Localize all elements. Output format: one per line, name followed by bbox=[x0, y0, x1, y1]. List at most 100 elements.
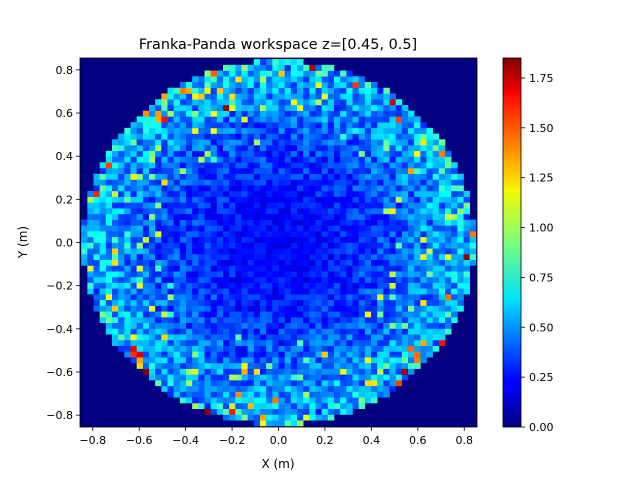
heatmap-cell bbox=[352, 402, 359, 410]
heatmap-cell bbox=[186, 231, 193, 238]
heatmap-cell bbox=[290, 380, 298, 387]
heatmap-cell bbox=[377, 213, 384, 220]
heatmap-cell bbox=[364, 208, 372, 215]
heatmap-cell bbox=[278, 150, 285, 157]
heatmap-cell bbox=[309, 202, 316, 209]
heatmap-cell bbox=[426, 167, 433, 175]
heatmap-cell bbox=[340, 110, 347, 117]
heatmap-cell bbox=[247, 265, 255, 272]
heatmap-cell bbox=[124, 311, 131, 318]
heatmap-cell bbox=[155, 339, 162, 346]
heatmap-cell bbox=[358, 380, 366, 387]
heatmap-cell bbox=[438, 225, 446, 232]
heatmap-cell bbox=[346, 150, 353, 157]
heatmap-cell bbox=[352, 208, 359, 215]
heatmap-cell bbox=[241, 99, 248, 106]
heatmap-cell bbox=[253, 294, 261, 301]
heatmap-cell bbox=[216, 317, 224, 324]
heatmap-cell bbox=[340, 70, 347, 77]
heatmap-cell bbox=[303, 82, 310, 89]
heatmap-cell bbox=[438, 185, 446, 192]
heatmap-cell bbox=[278, 311, 285, 318]
heatmap-cell bbox=[297, 282, 304, 289]
heatmap-cell bbox=[167, 167, 174, 175]
heatmap-cell bbox=[352, 311, 359, 318]
heatmap-cell bbox=[87, 190, 94, 197]
heatmap-cell bbox=[161, 362, 168, 369]
heatmap-cell bbox=[198, 150, 205, 157]
heatmap-cell bbox=[352, 317, 359, 324]
heatmap-cell bbox=[142, 145, 150, 152]
heatmap-cell bbox=[124, 294, 131, 301]
heatmap-cell bbox=[451, 219, 458, 226]
heatmap-cell bbox=[253, 208, 261, 215]
heatmap-cell bbox=[383, 322, 390, 329]
heatmap-cell bbox=[364, 231, 372, 238]
heatmap-cell bbox=[247, 402, 255, 410]
heatmap-cell bbox=[426, 248, 433, 255]
heatmap-cell bbox=[112, 242, 119, 249]
heatmap-cell bbox=[130, 167, 137, 175]
heatmap-cell bbox=[235, 76, 242, 83]
heatmap-cell bbox=[149, 259, 156, 266]
heatmap-cell bbox=[266, 259, 273, 266]
heatmap-cell bbox=[278, 282, 285, 289]
heatmap-cell bbox=[216, 311, 224, 318]
heatmap-cell bbox=[216, 242, 224, 249]
heatmap-cell bbox=[210, 368, 218, 375]
heatmap-cell bbox=[216, 408, 224, 415]
heatmap-cell bbox=[229, 385, 236, 392]
heatmap-cell bbox=[266, 248, 273, 255]
heatmap-cell bbox=[290, 248, 298, 255]
heatmap-cell bbox=[432, 299, 440, 306]
heatmap-cell bbox=[253, 311, 261, 318]
heatmap-cell bbox=[284, 156, 292, 163]
heatmap-cell bbox=[105, 173, 113, 180]
heatmap-cell bbox=[426, 259, 433, 266]
heatmap-cell bbox=[346, 82, 353, 89]
heatmap-cell bbox=[352, 242, 359, 249]
heatmap-cell bbox=[420, 345, 427, 352]
heatmap-cell bbox=[186, 99, 193, 106]
heatmap-cell bbox=[309, 380, 316, 387]
heatmap-cell bbox=[186, 288, 193, 295]
heatmap-cell bbox=[253, 368, 261, 375]
heatmap-cell bbox=[401, 150, 409, 157]
heatmap-cell bbox=[389, 385, 396, 392]
heatmap-cell bbox=[371, 288, 378, 295]
heatmap-cell bbox=[235, 408, 242, 415]
heatmap-cell bbox=[371, 139, 378, 146]
heatmap-cell bbox=[235, 362, 242, 369]
heatmap-cell bbox=[321, 402, 329, 410]
heatmap-cell bbox=[216, 265, 224, 272]
heatmap-cell bbox=[284, 173, 292, 180]
heatmap-cell bbox=[352, 190, 359, 197]
heatmap-cell bbox=[253, 162, 261, 169]
heatmap-cell bbox=[414, 334, 421, 341]
heatmap-cell bbox=[272, 99, 279, 106]
heatmap-cell bbox=[136, 116, 144, 123]
heatmap-cell bbox=[278, 397, 285, 404]
heatmap-cell bbox=[297, 276, 304, 283]
heatmap-cell bbox=[315, 219, 322, 226]
heatmap-cell bbox=[112, 294, 119, 301]
heatmap-cell bbox=[260, 70, 267, 77]
heatmap-cell bbox=[395, 127, 403, 134]
heatmap-cell bbox=[266, 276, 273, 283]
heatmap-cell bbox=[216, 253, 224, 260]
heatmap-cell bbox=[321, 104, 329, 111]
heatmap-cell bbox=[235, 397, 242, 404]
heatmap-cell bbox=[167, 288, 174, 295]
heatmap-cell bbox=[155, 133, 162, 140]
heatmap-cell bbox=[469, 219, 477, 226]
heatmap-cell bbox=[346, 213, 353, 220]
heatmap-cell bbox=[438, 317, 446, 324]
heatmap-cell bbox=[383, 294, 390, 301]
heatmap-cell bbox=[303, 236, 310, 243]
heatmap-cell bbox=[124, 173, 131, 180]
heatmap-cell bbox=[358, 339, 366, 346]
heatmap-cell bbox=[377, 345, 384, 352]
heatmap-cell bbox=[229, 259, 236, 266]
colorbar-tick-label: 0.50 bbox=[529, 321, 554, 334]
heatmap-cell bbox=[161, 110, 168, 117]
